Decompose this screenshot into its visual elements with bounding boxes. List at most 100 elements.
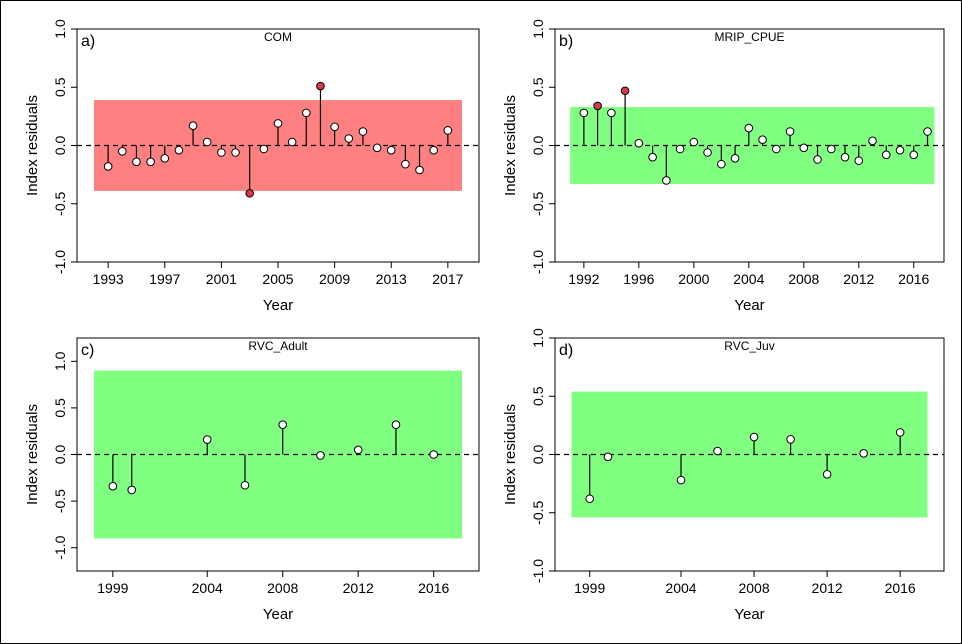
- x-tick-label: 2008: [267, 580, 298, 596]
- x-tick-label: 2004: [733, 271, 764, 287]
- data-point: [117, 147, 127, 156]
- x-tick-label: 2016: [885, 580, 916, 596]
- data-point: [799, 143, 809, 153]
- data-point: [689, 137, 699, 147]
- y-tick-label: -0.5: [52, 489, 68, 513]
- data-point: [881, 150, 891, 160]
- data-point: [278, 420, 288, 429]
- data-point: [330, 122, 339, 132]
- x-tick-label: 2000: [678, 271, 709, 287]
- data-point: [840, 152, 850, 162]
- data-point: [259, 144, 269, 154]
- panel-c: 1999 2004 2008 2012 2016 Year -1.0 -0.5 0.0 0.5 1.…: [24, 337, 480, 623]
- x-tick-label: 2004: [665, 580, 696, 596]
- data-point: [786, 435, 795, 444]
- x-axis-title: Year: [734, 297, 764, 314]
- panel-label: d): [559, 342, 573, 359]
- data-point: [713, 446, 722, 456]
- panel-title: RVC_Juv: [724, 339, 774, 353]
- data-point: [429, 450, 439, 459]
- y-tick-label: 0.5: [52, 398, 68, 418]
- panel-b: 1992 1996 2000 2004 2008 2012 2016 Year -1.0 -0.5…: [502, 19, 945, 314]
- y-tick-label: 0.0: [530, 136, 546, 156]
- x-tick-label: 2005: [262, 271, 293, 287]
- x-tick-label: 2001: [206, 271, 237, 287]
- y-tick-label: 0.0: [52, 445, 68, 465]
- data-point: [108, 481, 118, 491]
- y-axis-title: Index residuals: [24, 95, 41, 196]
- data-point: [174, 145, 184, 155]
- data-point: [302, 108, 311, 118]
- panel-title: RVC_Adult: [248, 339, 308, 353]
- data-point: [772, 144, 781, 154]
- data-point: [662, 176, 671, 185]
- y-tick-label: 1.0: [530, 328, 546, 348]
- outlier-point: [620, 86, 630, 96]
- y-tick-label: -0.5: [52, 191, 68, 215]
- data-point: [103, 162, 113, 171]
- data-point: [895, 145, 905, 155]
- data-point: [648, 152, 657, 162]
- panel-title: COM: [264, 30, 292, 44]
- panel-a: 1993 1997 2001 2005 2009 2013 2017 Year -1.0 -0.5…: [24, 19, 480, 314]
- x-tick-label: 1999: [97, 580, 128, 596]
- y-tick-label: -1.0: [530, 250, 546, 274]
- panel-label: b): [559, 33, 573, 50]
- data-point: [401, 159, 410, 169]
- panel-d: 1999 2004 2008 2012 2016 Year -1.0 -0.5 0.0 0.5 1.…: [502, 328, 945, 623]
- y-tick-label: -1.0: [52, 250, 68, 274]
- x-tick-label: 2016: [898, 271, 929, 287]
- data-point: [703, 148, 712, 157]
- data-point: [717, 159, 726, 169]
- y-tick-label: 0.5: [52, 77, 68, 97]
- data-point: [188, 121, 198, 130]
- data-point: [202, 137, 212, 147]
- y-axis-title: Index residuals: [502, 95, 519, 196]
- x-tick-label: 2009: [319, 271, 350, 287]
- y-axis-title: Index residuals: [502, 404, 519, 505]
- data-point: [429, 145, 439, 155]
- x-tick-label: 2008: [788, 271, 819, 287]
- data-point: [391, 420, 401, 429]
- data-point: [231, 148, 240, 157]
- y-tick-label: -0.5: [530, 500, 546, 524]
- data-point: [813, 155, 822, 164]
- data-point: [859, 449, 868, 458]
- x-tick-label: 2012: [812, 580, 843, 596]
- y-tick-label: 0.5: [530, 386, 546, 406]
- data-point: [146, 157, 155, 167]
- data-point: [287, 137, 297, 147]
- data-point: [634, 138, 644, 148]
- y-tick-label: -1.0: [52, 535, 68, 559]
- x-axis-title: Year: [734, 606, 764, 623]
- data-point: [132, 157, 141, 167]
- plot-frame: [554, 28, 945, 263]
- x-tick-label: 2004: [192, 580, 223, 596]
- data-point: [240, 480, 250, 490]
- data-point: [749, 432, 759, 442]
- data-point: [273, 119, 283, 128]
- y-tick-label: 1.0: [52, 19, 68, 39]
- x-tick-label: 2016: [418, 580, 449, 596]
- y-tick-label: -0.5: [530, 191, 546, 215]
- x-tick-label: 1997: [149, 271, 180, 287]
- data-point: [909, 150, 919, 160]
- outlier-point: [245, 188, 254, 198]
- data-point: [386, 145, 396, 155]
- data-point: [676, 475, 686, 485]
- x-tick-label: 1992: [568, 271, 599, 287]
- x-tick-label: 2013: [376, 271, 407, 287]
- data-point: [344, 134, 354, 143]
- x-tick-label: 1999: [574, 580, 605, 596]
- data-point: [585, 494, 594, 504]
- data-point: [854, 156, 864, 165]
- x-tick-label: 1993: [93, 271, 124, 287]
- data-point: [607, 108, 616, 118]
- y-tick-label: 1.0: [52, 351, 68, 371]
- data-point: [353, 445, 363, 455]
- y-tick-label: -1.0: [530, 559, 546, 583]
- data-point: [160, 154, 170, 163]
- x-tick-label: 2008: [738, 580, 769, 596]
- x-tick-label: 1996: [623, 271, 654, 287]
